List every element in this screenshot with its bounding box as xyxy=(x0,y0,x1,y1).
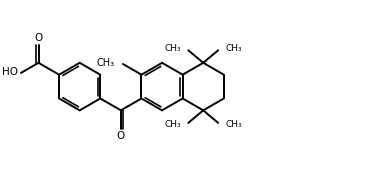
Text: CH₃: CH₃ xyxy=(225,120,242,129)
Text: HO: HO xyxy=(2,67,18,77)
Text: CH₃: CH₃ xyxy=(165,120,181,129)
Text: CH₃: CH₃ xyxy=(165,44,181,53)
Text: CH₃: CH₃ xyxy=(96,58,114,68)
Text: CH₃: CH₃ xyxy=(225,44,242,53)
Text: O: O xyxy=(34,33,43,44)
Text: O: O xyxy=(117,131,125,141)
